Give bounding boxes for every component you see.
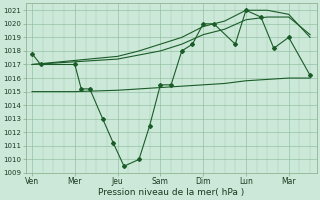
X-axis label: Pression niveau de la mer( hPa ): Pression niveau de la mer( hPa ) (98, 188, 244, 197)
